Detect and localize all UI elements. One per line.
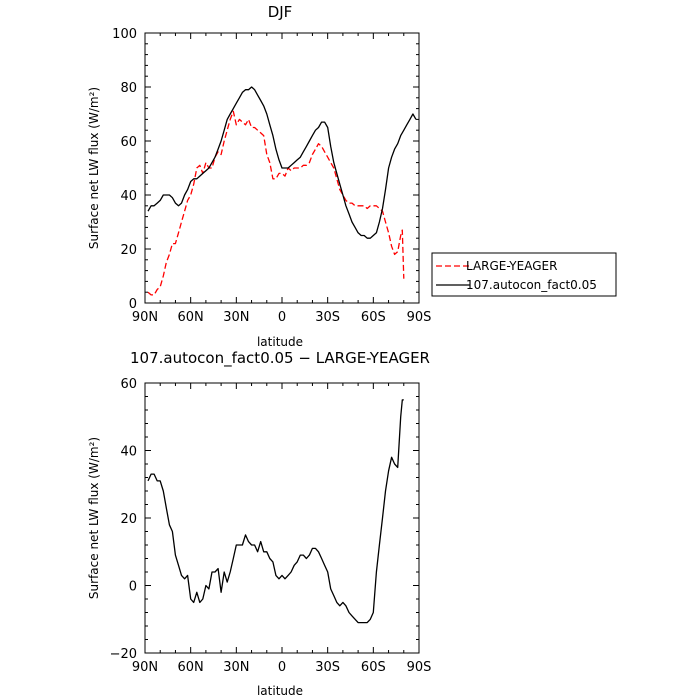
y-tick-label: 60 [120,377,137,392]
x-tick-label: 90N [132,660,158,675]
y-tick-label: −20 [110,647,137,662]
y-tick-label: 20 [120,243,137,258]
chart-top-ylabel: Surface net LW flux (W/m²) [87,87,101,249]
x-tick-label: 90N [132,310,158,325]
x-tick-label: 30S [315,660,340,675]
series-line-1 [147,86,417,239]
chart-bottom-series [147,399,404,624]
y-tick-label: 0 [129,580,137,595]
y-tick-label: 80 [120,81,137,96]
chart-bottom-title: 107.autocon_fact0.05 − LARGE-YEAGER [130,349,430,368]
chart-top-ticks: 90N 60N 30N 0 30S 60S 90S 0 20 40 60 80 100 [112,27,431,325]
legend-label-large-yeager: LARGE-YEAGER [466,259,557,273]
x-tick-label: 30N [223,660,249,675]
x-tick-label: 60N [178,310,204,325]
chart-bottom-ticks: 90N 60N 30N 0 30S 60S 90S −20 0 20 40 60 [110,377,432,675]
chart-top: DJF 90N 60N 30N 0 30S 60S 90S 0 20 40 60 80 100 lati… [87,3,617,349]
legend-label-autocon: 107.autocon_fact0.05 [466,278,597,292]
chart-top-legend: LARGE-YEAGER 107.autocon_fact0.05 [431,252,617,297]
x-tick-label: 0 [278,310,286,325]
chart-top-title: DJF [268,3,293,21]
y-tick-label: 0 [129,297,137,312]
chart-bottom-plot-frame [144,382,420,654]
chart-bottom: 107.autocon_fact0.05 − LARGE-YEAGER 90N 6… [87,349,431,698]
chart-top-xlabel: latitude [257,335,303,349]
x-tick-label: 90S [407,660,432,675]
x-tick-label: 60S [361,660,386,675]
x-tick-label: 60N [178,660,204,675]
chart-bottom-ylabel: Surface net LW flux (W/m²) [87,437,101,599]
x-tick-label: 0 [278,660,286,675]
y-tick-label: 20 [120,512,137,527]
chart-bottom-xlabel: latitude [257,684,303,698]
y-tick-label: 40 [120,445,137,460]
x-tick-label: 60S [361,310,386,325]
x-tick-label: 90S [407,310,432,325]
series-line-0 [147,399,404,624]
y-tick-label: 100 [112,27,137,42]
legend-frame [431,252,617,297]
y-tick-label: 40 [120,189,137,204]
chart-top-series [147,86,417,296]
x-tick-label: 30N [223,310,249,325]
series-line-0 [147,110,405,296]
x-tick-label: 30S [315,310,340,325]
y-tick-label: 60 [120,135,137,150]
